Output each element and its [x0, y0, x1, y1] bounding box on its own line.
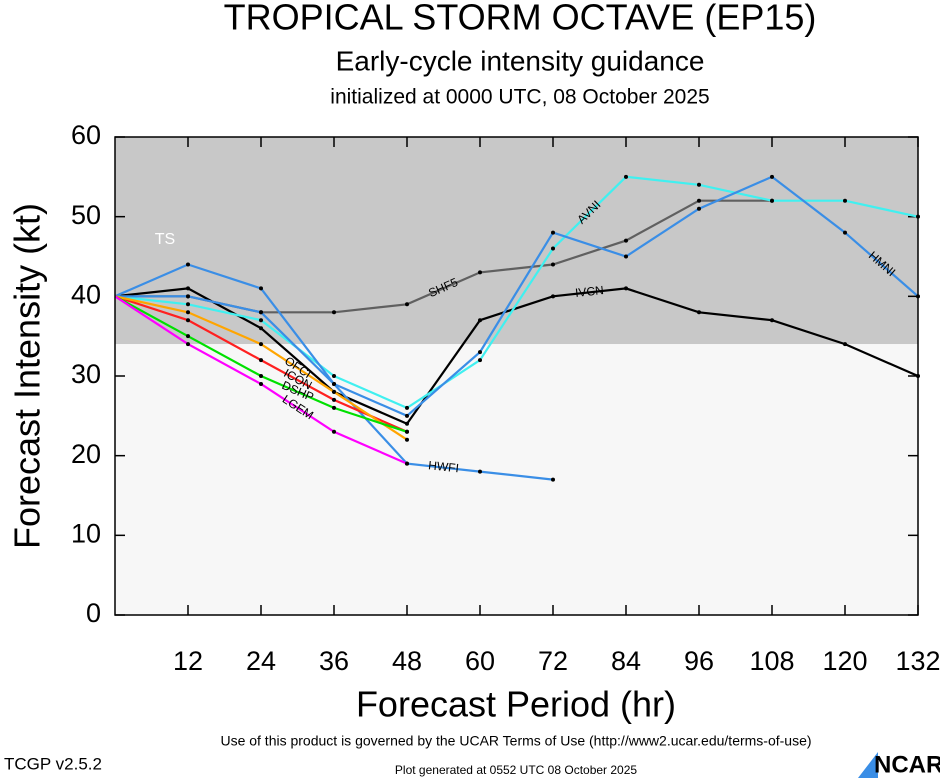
y-tick-label: 10: [71, 518, 101, 548]
data-point: [186, 342, 190, 347]
x-tick-label: 60: [465, 646, 495, 676]
series-line: [114, 175, 919, 418]
data-point: [843, 198, 847, 203]
data-point: [332, 405, 336, 410]
plot-frame: [114, 136, 919, 616]
data-point: [551, 262, 555, 267]
chart-subtitle: Early-cycle intensity guidance: [336, 45, 705, 76]
ts-annotation: TS: [155, 231, 175, 248]
x-tick-label: 96: [684, 646, 714, 676]
data-point: [332, 429, 336, 434]
series-line: [114, 175, 919, 410]
data-point: [332, 389, 336, 394]
y-tick-label: 20: [71, 439, 101, 469]
data-point: [843, 230, 847, 235]
data-point: [405, 302, 409, 307]
sub-ts-region: [115, 344, 918, 615]
series-line: [114, 287, 919, 426]
data-point: [478, 469, 482, 474]
data-point: [259, 326, 263, 331]
data-point: [405, 461, 409, 466]
data-point: [843, 342, 847, 347]
data-point: [551, 246, 555, 251]
data-point: [770, 174, 774, 179]
data-point: [405, 413, 409, 418]
x-tick-label: 72: [538, 646, 568, 676]
chart-title: TROPICAL STORM OCTAVE (EP15): [224, 0, 817, 38]
data-point: [697, 182, 701, 187]
x-tick-label: 108: [749, 646, 794, 676]
data-point: [478, 350, 482, 355]
logo: NCAR: [874, 751, 940, 778]
data-point: [624, 174, 628, 179]
series-label: HWFI: [428, 458, 460, 475]
data-point: [259, 381, 263, 386]
data-point: [259, 358, 263, 363]
data-point: [405, 421, 409, 426]
y-tick-label: 0: [86, 598, 101, 628]
data-point: [186, 286, 190, 291]
data-point: [770, 318, 774, 323]
data-point: [259, 342, 263, 347]
x-tick-label: 12: [173, 646, 203, 676]
data-point: [405, 405, 409, 410]
x-tick-label: 120: [822, 646, 867, 676]
data-point: [478, 270, 482, 275]
data-point: [478, 318, 482, 323]
y-tick-label: 40: [71, 279, 101, 309]
data-point: [332, 374, 336, 378]
init-time: initialized at 0000 UTC, 08 October 2025: [330, 86, 709, 109]
data-point: [332, 310, 336, 315]
data-point: [186, 294, 190, 299]
logo-mark: [858, 752, 878, 778]
data-point: [186, 262, 190, 267]
data-point: [551, 230, 555, 235]
data-point: [186, 334, 190, 339]
data-point: [697, 206, 701, 211]
y-tick-label: 50: [71, 200, 101, 230]
data-point: [259, 286, 263, 291]
data-point: [624, 254, 628, 259]
footer-terms: Use of this product is governed by the U…: [220, 733, 811, 749]
data-point: [478, 358, 482, 363]
footer-version: TCGP v2.5.2: [4, 754, 102, 773]
data-point: [624, 286, 628, 291]
data-point: [697, 198, 701, 203]
y-tick-label: 60: [71, 120, 101, 150]
data-point: [332, 381, 336, 386]
data-point: [624, 238, 628, 243]
y-axis-label: Forecast Intensity (kt): [7, 203, 48, 549]
data-point: [186, 310, 190, 315]
x-tick-label: 24: [246, 646, 276, 676]
data-point: [551, 477, 555, 482]
series-label: IVCN: [574, 283, 604, 300]
data-point: [259, 374, 263, 378]
data-point: [259, 310, 263, 315]
data-point: [551, 294, 555, 299]
x-axis-label: Forecast Period (hr): [356, 684, 676, 725]
data-point: [332, 397, 336, 402]
data-point: [259, 318, 263, 323]
y-tick-label: 30: [71, 359, 101, 389]
data-point: [405, 429, 409, 434]
x-tick-label: 84: [611, 646, 641, 676]
x-tick-label: 48: [392, 646, 422, 676]
data-point: [697, 310, 701, 315]
x-tick-label: 132: [895, 646, 940, 676]
data-point: [770, 198, 774, 203]
data-point: [186, 318, 190, 323]
data-point: [186, 302, 190, 307]
data-point: [405, 437, 409, 442]
x-tick-label: 36: [319, 646, 349, 676]
footer-generated: Plot generated at 0552 UTC 08 October 20…: [395, 763, 637, 777]
